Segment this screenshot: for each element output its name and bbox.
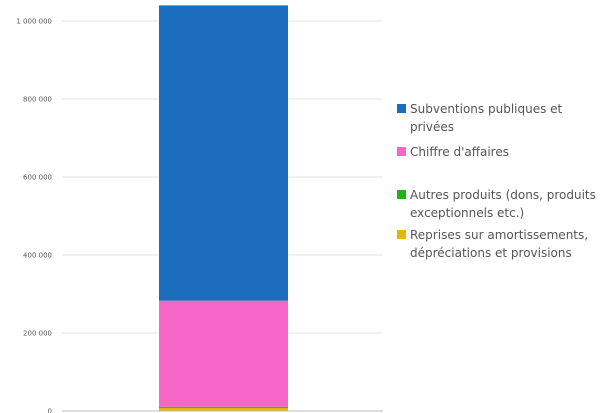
legend-swatch [397,104,406,113]
legend-label: Chiffre d'affaires [410,145,509,159]
bar-stack [159,5,288,411]
legend-label: Reprises sur amortissements, dépréciatio… [410,228,589,260]
legend-item: Chiffre d'affaires [394,143,600,161]
legend-item: Reprises sur amortissements, dépréciatio… [394,226,600,262]
legend-item: Subventions publiques et privées [394,100,600,136]
bar-segment [159,406,288,408]
y-tick-label: 400 000 [23,252,52,260]
legend-swatch [397,190,406,199]
legend-swatch [397,147,406,156]
y-tick-label: 200 000 [23,330,52,338]
bar-segment [159,407,288,411]
legend-swatch [397,230,406,239]
legend-item: Autres produits (dons, produits exceptio… [394,186,600,222]
legend-label: Subventions publiques et privées [410,102,563,134]
legend: Subventions publiques et privées Chiffre … [394,100,600,262]
y-axis-tick-labels: 0 200 000 400 000 600 000 800 000 1 000 000 [16,18,52,413]
bar-segment [159,5,288,301]
y-tick-label: 1 000 000 [16,18,52,26]
legend-label: Autres produits (dons, produits exceptio… [410,188,596,220]
y-tick-label: 0 [48,408,52,413]
y-tick-label: 600 000 [23,174,52,182]
y-tick-label: 800 000 [23,96,52,104]
bar-segment [159,300,288,407]
